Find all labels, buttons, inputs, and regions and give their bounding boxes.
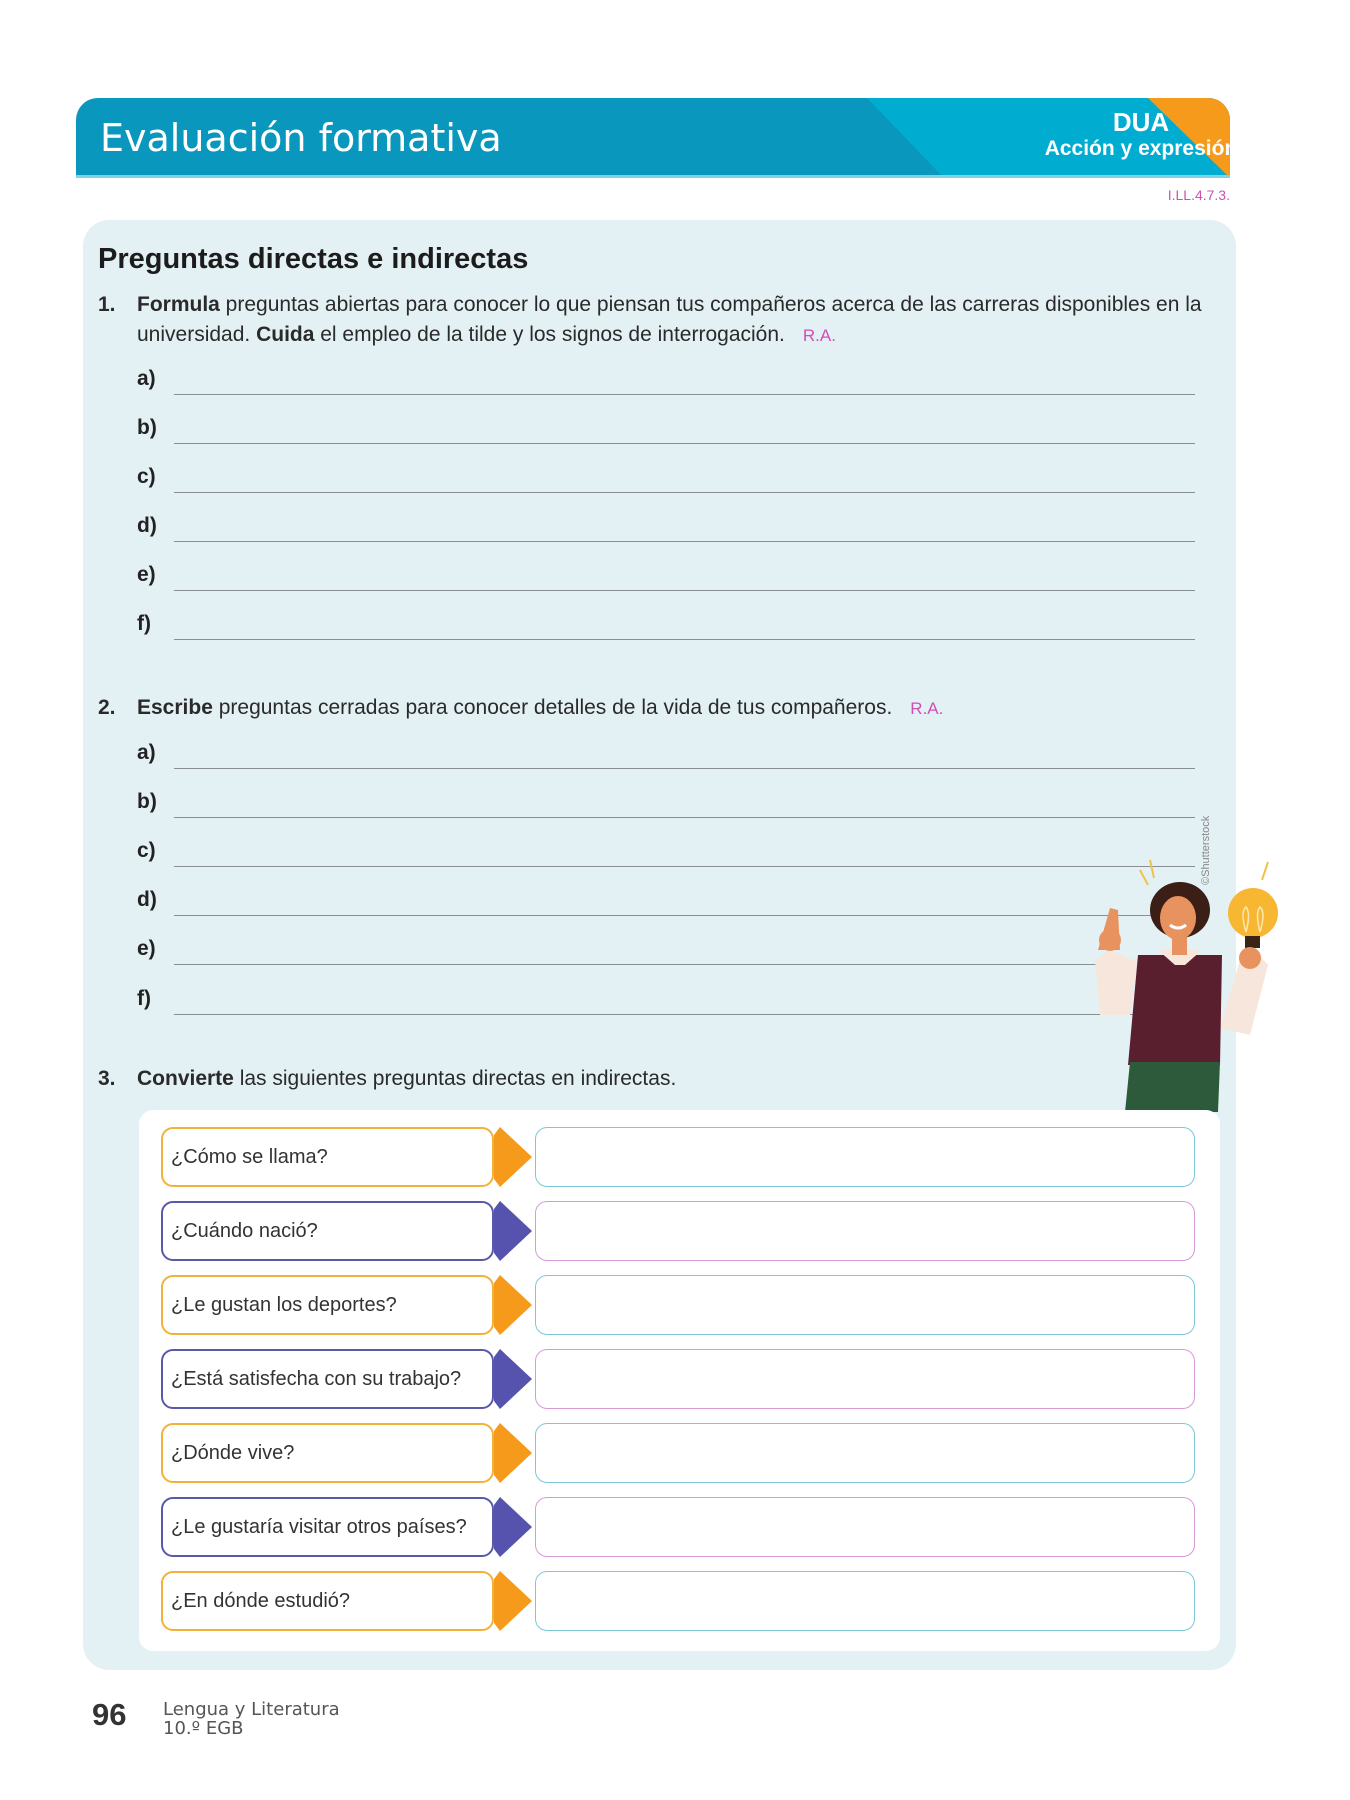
instruction-verb: Cuida — [256, 323, 315, 346]
arrow-right-icon — [494, 1275, 532, 1335]
answer-label: f) — [137, 987, 151, 1010]
instruction-text: las siguientes preguntas directas en ind… — [233, 1067, 677, 1090]
woman-with-lightbulb-illustration — [1095, 859, 1278, 1112]
direct-question: ¿Le gustan los deportes? — [161, 1275, 494, 1335]
dua-title: DUA — [1112, 107, 1170, 137]
answer-label: c) — [137, 465, 156, 488]
answer-label: c) — [137, 839, 156, 862]
answer-line[interactable] — [174, 866, 1195, 867]
instruction-verb: Formula — [137, 293, 220, 316]
question-number: 3. — [98, 1067, 116, 1090]
answer-label: b) — [137, 416, 157, 439]
header-banner: Evaluación formativa DUA Acción y expres… — [76, 98, 1230, 178]
indirect-answer-field[interactable] — [535, 1127, 1195, 1187]
answer-note: R.A. — [910, 699, 944, 718]
conversion-row: ¿Le gustaría visitar otros países? — [161, 1497, 1195, 1557]
conversion-row: ¿Dónde vive? — [161, 1423, 1195, 1483]
answer-line[interactable] — [174, 394, 1195, 395]
answer-line[interactable] — [174, 817, 1195, 818]
instruction-text: preguntas abiertas para conocer lo que p… — [137, 293, 1202, 346]
arrow-right-icon — [494, 1423, 532, 1483]
direct-question: ¿Le gustaría visitar otros países? — [161, 1497, 494, 1557]
answer-line[interactable] — [174, 443, 1195, 444]
indirect-answer-field[interactable] — [535, 1201, 1195, 1261]
dua-subtitle: Acción y expresión — [1044, 137, 1230, 160]
arrow-right-icon — [494, 1571, 532, 1631]
answer-label: b) — [137, 790, 157, 813]
question-number: 2. — [98, 696, 116, 719]
answer-line[interactable] — [174, 964, 1195, 965]
arrow-right-icon — [494, 1497, 532, 1557]
footer-subject: Lengua y Literatura 10.º EGB — [163, 1700, 340, 1738]
answer-line[interactable] — [174, 541, 1195, 542]
answer-label: d) — [137, 888, 157, 911]
instruction-verb: Convierte — [137, 1067, 234, 1090]
conversion-row: ¿Está satisfecha con su trabajo? — [161, 1349, 1195, 1409]
image-credit: ©Shutterstock — [1200, 815, 1212, 885]
answer-line[interactable] — [174, 1014, 1195, 1015]
page-number: 96 — [92, 1697, 127, 1732]
question-number: 1. — [98, 293, 116, 316]
instruction-text: preguntas cerradas para conocer detalles… — [212, 696, 893, 719]
indirect-answer-field[interactable] — [535, 1275, 1195, 1335]
answer-label: d) — [137, 514, 157, 537]
conversion-row: ¿En dónde estudió? — [161, 1571, 1195, 1631]
banner-shapes — [867, 98, 1230, 175]
direct-question: ¿Dónde vive? — [161, 1423, 494, 1483]
indirect-answer-field[interactable] — [535, 1423, 1195, 1483]
indirect-answer-field[interactable] — [535, 1349, 1195, 1409]
conversion-row: ¿Cómo se llama? — [161, 1127, 1195, 1187]
indirect-answer-field[interactable] — [535, 1497, 1195, 1557]
direct-question: ¿Cuándo nació? — [161, 1201, 494, 1261]
question-3: 3. Convierte las siguientes preguntas di… — [98, 1064, 1218, 1094]
subject-name: Lengua y Literatura — [163, 1699, 340, 1720]
answer-label: f) — [137, 612, 151, 635]
conversion-row: ¿Le gustan los deportes? — [161, 1275, 1195, 1335]
question-1: 1. Formula preguntas abiertas para conoc… — [98, 290, 1218, 351]
page-title: Evaluación formativa — [100, 116, 502, 160]
indirect-answer-field[interactable] — [535, 1571, 1195, 1631]
direct-question: ¿Está satisfecha con su trabajo? — [161, 1349, 494, 1409]
instruction-verb: Escribe — [137, 696, 213, 719]
direct-question: ¿En dónde estudió? — [161, 1571, 494, 1631]
direct-question: ¿Cómo se llama? — [161, 1127, 494, 1187]
section-heading: Preguntas directas e indirectas — [98, 243, 529, 275]
arrow-right-icon — [494, 1201, 532, 1261]
instruction-text: el empleo de la tilde y los signos de in… — [314, 323, 785, 346]
dua-badge: DUA Acción y expresión — [976, 108, 1230, 162]
answer-label: a) — [137, 367, 156, 390]
answer-note: R.A. — [802, 326, 836, 345]
arrow-right-icon — [494, 1349, 532, 1409]
answer-line[interactable] — [174, 915, 1195, 916]
indicator-code: I.LL.4.7.3. — [1167, 187, 1230, 203]
answer-line[interactable] — [174, 768, 1195, 769]
answer-label: a) — [137, 741, 156, 764]
question-2: 2. Escribe preguntas cerradas para conoc… — [98, 693, 1218, 724]
answer-label: e) — [137, 937, 156, 960]
grade-level: 10.º EGB — [163, 1718, 244, 1739]
answer-label: e) — [137, 563, 156, 586]
arrow-right-icon — [494, 1127, 532, 1187]
answer-line[interactable] — [174, 590, 1195, 591]
answer-line[interactable] — [174, 492, 1195, 493]
conversion-row: ¿Cuándo nació? — [161, 1201, 1195, 1261]
answer-line[interactable] — [174, 639, 1195, 640]
